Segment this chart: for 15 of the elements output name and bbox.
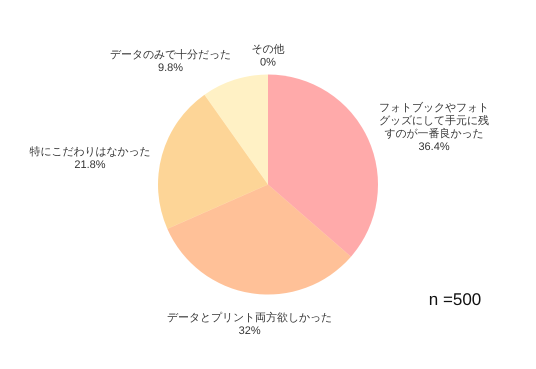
slice-label: データのみで十分だった xyxy=(110,48,232,62)
category-label: その他 xyxy=(252,44,284,56)
pie-slice xyxy=(268,74,378,257)
data-label: 21.8% xyxy=(74,158,106,171)
slice-label: フォトブックやフォトグッズにして手元に残すのが一番良かった xyxy=(379,100,490,140)
slice-label: データとプリント両方欲しかった xyxy=(167,311,332,324)
data-label: 36.4% xyxy=(418,140,450,153)
pie-slice xyxy=(158,94,268,229)
text: n =500 xyxy=(428,290,482,309)
pie-slice xyxy=(167,184,351,294)
slice-label: 特にこだわりはなかった xyxy=(29,146,150,158)
data-label: 32% xyxy=(238,325,261,338)
text: 0% xyxy=(260,56,276,68)
pie-slice xyxy=(204,74,268,184)
data-label: 9.8% xyxy=(158,62,184,74)
